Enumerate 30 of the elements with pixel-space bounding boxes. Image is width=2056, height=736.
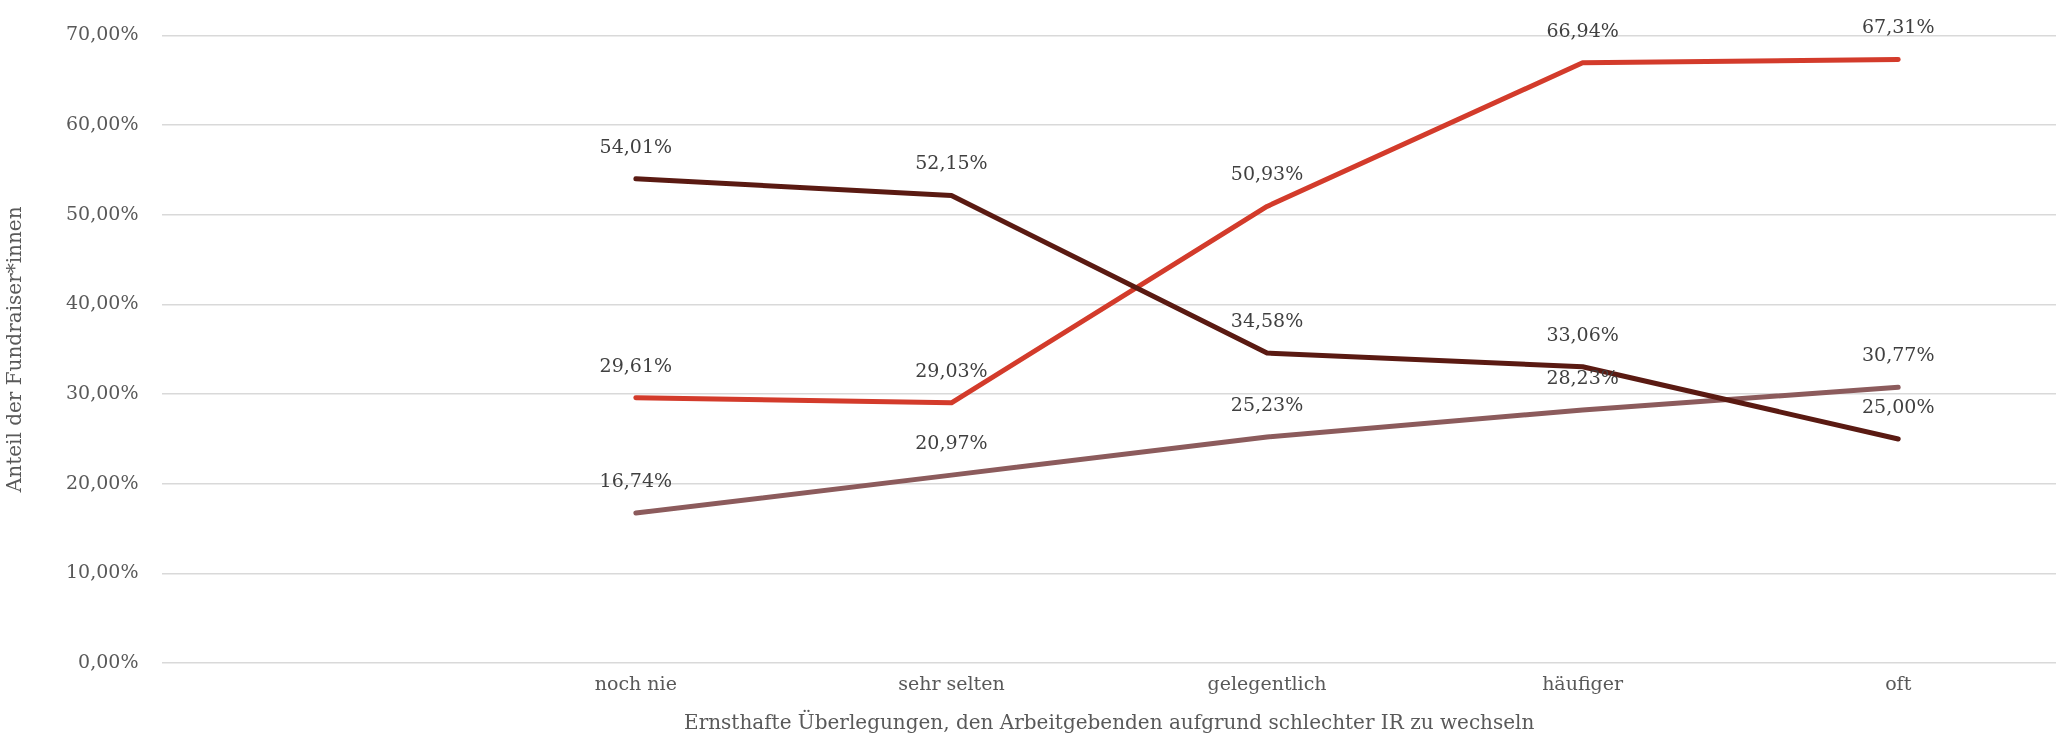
data-label: 50,93% <box>1230 162 1304 185</box>
data-label: 66,94% <box>1546 18 1619 41</box>
data-label: 25,00% <box>1861 394 1935 417</box>
y-tick-label: 50,00% <box>65 201 139 224</box>
data-label: 54,01% <box>599 134 673 157</box>
x-axis-title: Ernsthafte Überlegungen, den Arbeitgebenden aufgrund schlechter IR zu wechseln <box>684 709 1535 735</box>
y-tick-label: 20,00% <box>65 470 139 493</box>
y-tick-label: 70,00% <box>65 22 139 45</box>
data-label: 30,77% <box>1861 343 1935 366</box>
y-tick-label: 40,00% <box>65 291 139 314</box>
data-label: 29,03% <box>915 358 988 381</box>
data-label: 29,61% <box>599 353 673 376</box>
data-label: 20,97% <box>915 431 988 454</box>
y-tick-label: 0,00% <box>78 650 139 673</box>
data-label: 25,23% <box>1230 392 1304 415</box>
data-label: 67,31% <box>1861 15 1935 38</box>
data-label: 28,23% <box>1546 365 1619 388</box>
x-tick-label: noch nie <box>594 671 677 694</box>
x-tick-label: sehr selten <box>898 671 1005 694</box>
data-label: 33,06% <box>1546 322 1619 345</box>
y-tick-label: 10,00% <box>65 560 139 583</box>
x-tick-label: gelegentlich <box>1207 671 1327 694</box>
y-tick-label: 30,00% <box>65 381 139 404</box>
x-tick-label: häufiger <box>1542 671 1625 694</box>
data-label: 16,74% <box>599 469 673 491</box>
x-tick-label: oft <box>1885 671 1912 694</box>
data-label: 52,15% <box>915 151 988 174</box>
y-tick-label: 60,00% <box>65 112 139 135</box>
y-axis-title: Anteil der Fundraiser*innen <box>2 206 27 494</box>
data-label: 34,58% <box>1230 309 1304 331</box>
